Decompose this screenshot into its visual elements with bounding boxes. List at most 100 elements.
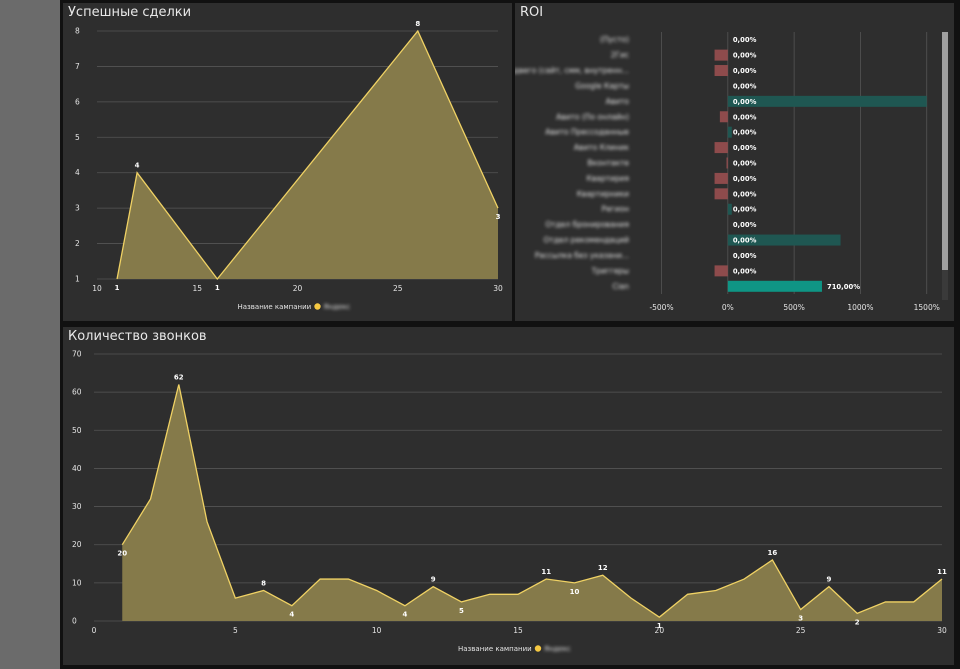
- y-tick-label: 0: [72, 617, 77, 626]
- value-label: 0,00%: [733, 160, 757, 168]
- x-tick-label: 10: [92, 284, 102, 293]
- data-label: 3: [798, 615, 803, 623]
- data-label: 62: [174, 374, 184, 382]
- x-tick-label: 5: [233, 626, 238, 635]
- roi-chart-panel: ROI -500% 0% 500% 1000% 1500% (Пусто) 0,00% 2Ги…: [515, 3, 954, 321]
- category-label: Вконтакте: [587, 159, 629, 168]
- series-line: [121, 384, 943, 618]
- value-label: 0,00%: [733, 237, 757, 245]
- value-label: 0,00%: [733, 98, 757, 106]
- category-label: Авито (По онлайн): [556, 112, 629, 121]
- legend-label: Название кампании: [238, 303, 312, 311]
- roi-bar: [727, 126, 732, 138]
- value-label: 710,00%: [827, 283, 860, 291]
- roi-bar: [726, 157, 728, 169]
- category-label: (Пусто): [600, 35, 629, 44]
- category-label: Отдел рекомендаций: [543, 236, 629, 245]
- legend-label: Название кампании: [458, 645, 532, 653]
- roi-bar: [714, 188, 728, 200]
- legend-dot: [314, 303, 321, 310]
- category-label: Авито Прессоданные: [545, 128, 629, 137]
- roi-bar: [714, 65, 728, 77]
- data-label: 8: [261, 579, 266, 587]
- category-label: Регион: [602, 205, 630, 214]
- roi-bar: [727, 95, 927, 107]
- area-fill: [117, 31, 499, 279]
- category-label: Авито: [606, 97, 630, 106]
- value-label: 0,00%: [733, 252, 757, 260]
- data-label: 20: [117, 550, 127, 558]
- data-label: 16: [768, 549, 778, 557]
- roi-bar: [714, 49, 728, 61]
- y-tick-label: 50: [72, 426, 82, 435]
- x-tick-label: 15: [192, 284, 202, 293]
- value-label: 0,00%: [733, 206, 757, 214]
- data-label: 10: [570, 588, 580, 596]
- category-label: Квартирники: [577, 189, 629, 198]
- roi-scrollbar-track[interactable]: [942, 32, 948, 300]
- category-label: Адвего (сайт, смм, внутренн...: [515, 66, 629, 75]
- x-tick-label: 25: [393, 284, 403, 293]
- value-label: 0,00%: [733, 67, 757, 75]
- series-line: [116, 29, 499, 281]
- y-tick-label: 2: [75, 239, 80, 248]
- category-label: Отдел бронирования: [545, 220, 629, 229]
- x-tick-label: 30: [493, 284, 503, 293]
- x-tick-label: 500%: [783, 303, 804, 312]
- data-label: 4: [289, 611, 294, 619]
- y-tick-label: 6: [75, 97, 80, 106]
- data-label: 5: [459, 607, 464, 615]
- x-tick-label: 20: [293, 284, 303, 293]
- data-label: 11: [541, 568, 551, 576]
- x-tick-label: 10: [372, 626, 382, 635]
- data-label: 9: [431, 576, 436, 584]
- left-sidebar: [0, 0, 60, 669]
- x-tick-label: 25: [796, 626, 806, 635]
- data-label: 1: [215, 284, 220, 292]
- y-tick-label: 7: [75, 62, 80, 71]
- category-label: Cian: [612, 282, 629, 291]
- area-fill: [122, 384, 942, 621]
- y-tick-label: 8: [75, 27, 80, 36]
- data-label: 1: [115, 284, 120, 292]
- x-tick-label: 0%: [722, 303, 734, 312]
- value-label: 0,00%: [733, 36, 757, 44]
- category-label: Авито Клиник: [574, 143, 630, 152]
- category-label: Google Карты: [575, 81, 629, 90]
- category-label: 2Гис: [611, 51, 629, 60]
- legend-dot: [534, 645, 542, 652]
- roi-bar: [719, 111, 728, 123]
- value-label: 0,00%: [733, 175, 757, 183]
- roi-bar: [714, 265, 728, 277]
- x-tick-label: 15: [513, 626, 523, 635]
- value-label: 0,00%: [733, 267, 757, 275]
- roi-chart-title: ROI: [520, 5, 544, 20]
- legend-item: Яндекс: [544, 645, 571, 653]
- legend-item: Яндекс: [324, 303, 351, 311]
- x-tick-label: 1000%: [847, 303, 873, 312]
- data-label: 2: [855, 618, 860, 626]
- y-tick-label: 5: [75, 133, 80, 142]
- value-label: 0,00%: [733, 82, 757, 90]
- data-label: 1: [657, 622, 662, 630]
- roi-bar: [727, 234, 841, 246]
- value-label: 0,00%: [733, 52, 757, 60]
- x-tick-label: 0: [92, 626, 97, 635]
- value-label: 0,00%: [733, 221, 757, 229]
- y-tick-label: 30: [72, 502, 82, 511]
- data-label: 3: [496, 213, 501, 221]
- roi-bar-chart: -500% 0% 500% 1000% 1500% (Пусто) 0,00% 2Гис 0,0…: [515, 32, 940, 312]
- roi-scrollbar-thumb[interactable]: [942, 32, 948, 270]
- calls-chart-panel: Количество звонков 0 10 20 30 40 50 60 70 0 5 10 15…: [63, 327, 954, 665]
- y-tick-label: 3: [75, 204, 80, 213]
- x-tick-label: 30: [937, 626, 947, 635]
- calls-chart-title: Количество звонков: [68, 329, 207, 344]
- data-label: 9: [826, 576, 831, 584]
- data-label: 12: [598, 564, 608, 572]
- data-label: 11: [937, 568, 947, 576]
- roi-bar: [714, 172, 728, 184]
- y-tick-label: 1: [75, 275, 80, 284]
- category-label: Рассылка без указани...: [535, 251, 629, 260]
- roi-bar: [727, 280, 822, 292]
- roi-bar: [714, 142, 728, 154]
